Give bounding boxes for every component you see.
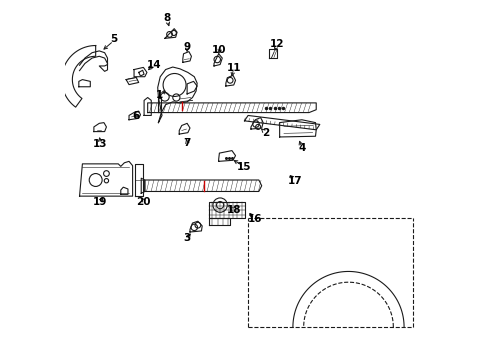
- Text: 15: 15: [237, 162, 251, 172]
- Text: 14: 14: [146, 59, 161, 69]
- Text: 1: 1: [155, 90, 163, 100]
- Text: 18: 18: [226, 205, 241, 215]
- Text: 11: 11: [227, 63, 241, 73]
- Text: 20: 20: [136, 197, 150, 207]
- Text: 17: 17: [287, 176, 302, 186]
- Text: 6: 6: [132, 111, 140, 121]
- Text: 7: 7: [183, 139, 190, 148]
- Text: 10: 10: [212, 45, 226, 55]
- Text: 19: 19: [92, 197, 106, 207]
- Text: 4: 4: [298, 143, 305, 153]
- Text: 3: 3: [183, 233, 190, 243]
- Text: 2: 2: [261, 128, 268, 138]
- Text: 5: 5: [110, 35, 117, 44]
- Text: 13: 13: [93, 139, 107, 149]
- Text: 8: 8: [163, 13, 171, 23]
- Text: 12: 12: [270, 40, 284, 49]
- Text: 16: 16: [247, 215, 262, 224]
- Text: 9: 9: [183, 42, 190, 51]
